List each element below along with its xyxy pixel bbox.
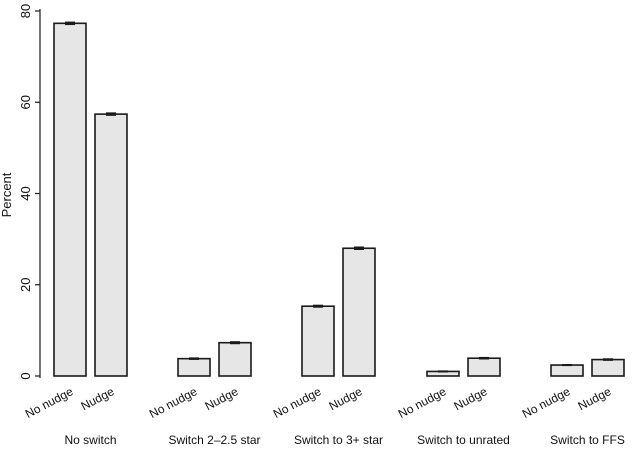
bar-label: Nudge (452, 384, 490, 413)
y-axis: 0 20 40 60 80 (18, 4, 41, 380)
y-tick-label: 60 (18, 95, 33, 109)
bar-label: No nudge (271, 384, 324, 421)
bar (53, 22, 87, 377)
y-tick-label: 40 (18, 186, 33, 200)
bar-label: Nudge (79, 384, 117, 413)
bar-label: No nudge (396, 384, 449, 421)
group-label: Switch 2–2.5 star (168, 433, 260, 447)
bar-label: Nudge (327, 384, 365, 413)
y-axis-title: Percent (0, 172, 14, 217)
bar (218, 341, 252, 377)
bar (177, 357, 211, 377)
bar-label: Nudge (576, 384, 614, 413)
bar-label: Nudge (203, 384, 241, 413)
bars (53, 21, 625, 377)
bar (591, 358, 625, 377)
bar-label: No nudge (147, 384, 200, 421)
bar (550, 364, 584, 377)
group-label: Switch to FFS (550, 433, 625, 447)
bar (94, 113, 128, 377)
y-tick-label: 0 (18, 372, 33, 379)
y-tick-label: 20 (18, 278, 33, 292)
y-tick-label: 80 (18, 4, 33, 18)
bar-label: No nudge (520, 384, 573, 421)
group-label: Switch to 3+ star (294, 433, 383, 447)
bar (301, 305, 335, 377)
bar (467, 357, 501, 377)
group-label: Switch to unrated (417, 433, 510, 447)
group-label: No switch (64, 433, 116, 447)
bar-label: No nudge (23, 384, 76, 421)
bar (342, 247, 376, 377)
